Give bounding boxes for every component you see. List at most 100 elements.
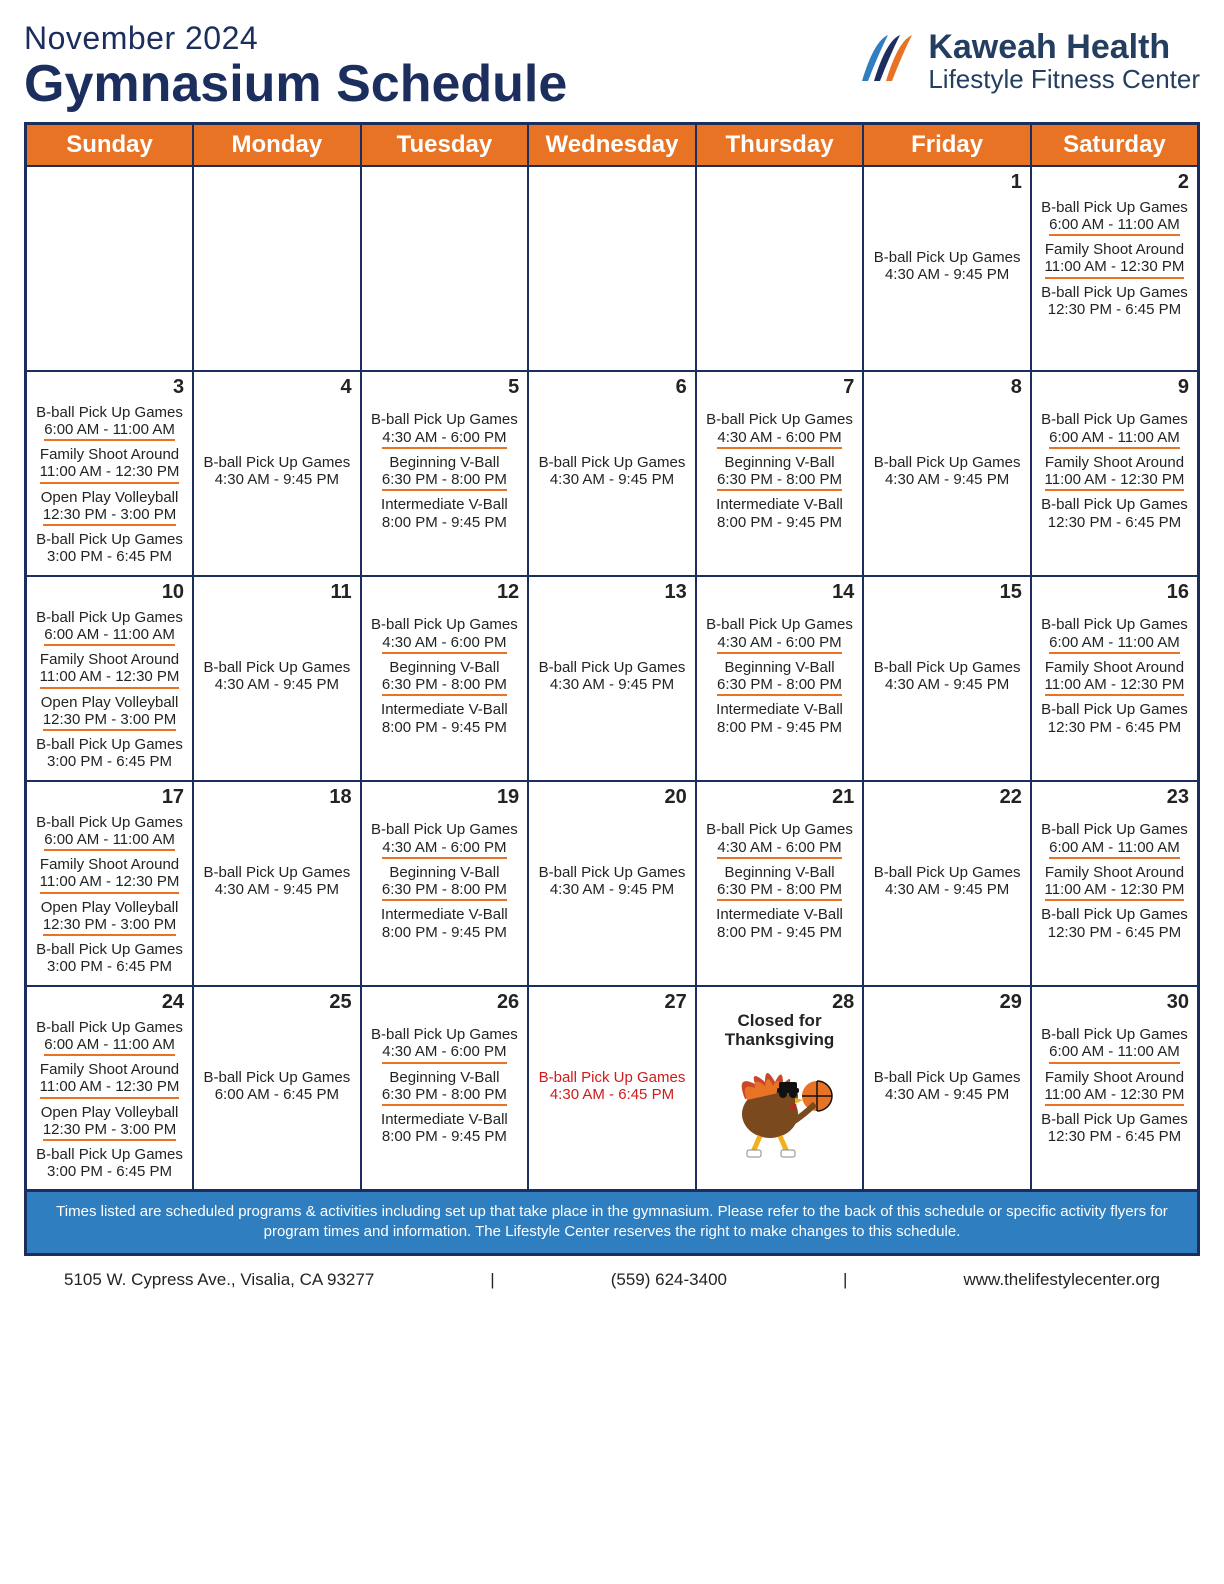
event-title: Intermediate V-Ball: [701, 701, 859, 718]
event-title: B-ball Pick Up Games: [701, 821, 859, 838]
event: Family Shoot Around11:00 AM - 12:30 PM: [1036, 1069, 1193, 1110]
event: B-ball Pick Up Games6:00 AM - 11:00 AM: [31, 609, 188, 650]
event: B-ball Pick Up Games6:00 AM - 11:00 AM: [1036, 821, 1193, 862]
calendar-cell: [696, 166, 864, 371]
event: B-ball Pick Up Games4:30 AM - 9:45 PM: [533, 864, 691, 903]
event: B-ball Pick Up Games4:30 AM - 9:45 PM: [198, 864, 356, 903]
event: B-ball Pick Up Games4:30 AM - 9:45 PM: [868, 1069, 1026, 1108]
event: B-ball Pick Up Games4:30 AM - 6:00 PM: [701, 821, 859, 862]
calendar-cell: 5B-ball Pick Up Games4:30 AM - 6:00 PMBe…: [361, 371, 529, 576]
event: B-ball Pick Up Games4:30 AM - 9:45 PM: [868, 454, 1026, 493]
event-time: 8:00 PM - 9:45 PM: [717, 514, 842, 532]
day-number: 9: [1178, 376, 1189, 399]
event-time: 3:00 PM - 6:45 PM: [47, 958, 172, 976]
event-time: 12:30 PM - 6:45 PM: [1048, 514, 1181, 532]
event-time: 3:00 PM - 6:45 PM: [47, 753, 172, 771]
day-number: 14: [832, 581, 854, 604]
calendar-cell: 9B-ball Pick Up Games6:00 AM - 11:00 AMF…: [1031, 371, 1199, 576]
event-time: 11:00 AM - 12:30 PM: [1045, 1086, 1185, 1106]
event-title: Open Play Volleyball: [31, 694, 188, 711]
event-time: 4:30 AM - 9:45 PM: [215, 471, 339, 489]
event: B-ball Pick Up Games6:00 AM - 11:00 AM: [1036, 616, 1193, 657]
event-time: 4:30 AM - 6:00 PM: [382, 429, 506, 449]
event-title: B-ball Pick Up Games: [198, 864, 356, 881]
event-title: Intermediate V-Ball: [366, 701, 524, 718]
day-number: 26: [497, 991, 519, 1014]
event: Intermediate V-Ball8:00 PM - 9:45 PM: [366, 496, 524, 535]
event-time: 11:00 AM - 12:30 PM: [1045, 676, 1185, 696]
day-number: 21: [832, 786, 854, 809]
header: November 2024 Gymnasium Schedule Kaweah …: [24, 20, 1200, 112]
event-title: Beginning V-Ball: [701, 659, 859, 676]
event-time: 12:30 PM - 6:45 PM: [1048, 301, 1181, 319]
event: Family Shoot Around11:00 AM - 12:30 PM: [1036, 241, 1193, 282]
event: B-ball Pick Up Games12:30 PM - 6:45 PM: [1036, 496, 1193, 535]
event-title: Family Shoot Around: [1036, 1069, 1193, 1086]
event-time: 11:00 AM - 12:30 PM: [40, 668, 180, 688]
day-number: 29: [1000, 991, 1022, 1014]
event-time: 12:30 PM - 3:00 PM: [43, 916, 176, 936]
day-number: 17: [162, 786, 184, 809]
event: B-ball Pick Up Games3:00 PM - 6:45 PM: [31, 941, 188, 980]
event: Open Play Volleyball12:30 PM - 3:00 PM: [31, 1104, 188, 1145]
calendar-cell: 16 B-ball Pick Up Games6:00 AM - 11:00 AM…: [1031, 576, 1199, 781]
event: B-ball Pick Up Games6:00 AM - 11:00 AM: [31, 1019, 188, 1060]
day-number: 6: [676, 376, 687, 399]
event: Intermediate V-Ball8:00 PM - 9:45 PM: [701, 496, 859, 535]
calendar-cell: 3B-ball Pick Up Games6:00 AM - 11:00 AMF…: [26, 371, 194, 576]
event-title: Intermediate V-Ball: [366, 1111, 524, 1128]
event-time: 6:30 PM - 8:00 PM: [382, 881, 507, 901]
day-header: Friday: [863, 123, 1031, 166]
event: Intermediate V-Ball8:00 PM - 9:45 PM: [366, 906, 524, 945]
day-number: 1: [1011, 171, 1022, 194]
calendar-cell: 2B-ball Pick Up Games6:00 AM - 11:00 AMF…: [1031, 166, 1199, 371]
calendar-cell: 24B-ball Pick Up Games6:00 AM - 11:00 AM…: [26, 986, 194, 1191]
day-header: Saturday: [1031, 123, 1199, 166]
event-title: B-ball Pick Up Games: [366, 616, 524, 633]
event: B-ball Pick Up Games4:30 AM - 9:45 PM: [198, 659, 356, 698]
calendar-cell: 21 B-ball Pick Up Games4:30 AM - 6:00 PMB…: [696, 781, 864, 986]
day-number: 16: [1167, 581, 1189, 604]
event-title: Family Shoot Around: [1036, 241, 1193, 258]
calendar-cell: 15B-ball Pick Up Games4:30 AM - 9:45 PM: [863, 576, 1031, 781]
event-time: 6:00 AM - 11:00 AM: [44, 831, 175, 851]
day-header: Monday: [193, 123, 361, 166]
event-time: 4:30 AM - 9:45 PM: [885, 471, 1009, 489]
event-title: Intermediate V-Ball: [366, 496, 524, 513]
event-time: 11:00 AM - 12:30 PM: [40, 463, 180, 483]
event-time: 4:30 AM - 9:45 PM: [550, 881, 674, 899]
day-number: 2: [1178, 171, 1189, 194]
event-time: 6:30 PM - 8:00 PM: [717, 881, 842, 901]
event-time: 3:00 PM - 6:45 PM: [47, 548, 172, 566]
event-time: 6:00 AM - 6:45 PM: [215, 1086, 339, 1104]
event: B-ball Pick Up Games6:00 AM - 11:00 AM: [1036, 1026, 1193, 1067]
event: B-ball Pick Up Games4:30 AM - 9:45 PM: [533, 454, 691, 493]
event: B-ball Pick Up Games3:00 PM - 6:45 PM: [31, 1146, 188, 1185]
event: Beginning V-Ball6:30 PM - 8:00 PM: [701, 864, 859, 905]
event: Beginning V-Ball6:30 PM - 8:00 PM: [701, 659, 859, 700]
event-time: 6:30 PM - 8:00 PM: [382, 471, 507, 491]
event: Open Play Volleyball12:30 PM - 3:00 PM: [31, 489, 188, 530]
calendar-cell: 13B-ball Pick Up Games4:30 AM - 9:45 PM: [528, 576, 696, 781]
event-time: 11:00 AM - 12:30 PM: [1045, 471, 1185, 491]
calendar-cell: 1B-ball Pick Up Games4:30 AM - 9:45 PM: [863, 166, 1031, 371]
event: Intermediate V-Ball8:00 PM - 9:45 PM: [366, 701, 524, 740]
event-title: B-ball Pick Up Games: [868, 659, 1026, 676]
calendar-cell: 10B-ball Pick Up Games6:00 AM - 11:00 AM…: [26, 576, 194, 781]
event: B-ball Pick Up Games6:00 AM - 6:45 PM: [198, 1069, 356, 1108]
event-time: 4:30 AM - 6:00 PM: [382, 1043, 506, 1063]
event-title: B-ball Pick Up Games: [31, 814, 188, 831]
event-title: Beginning V-Ball: [366, 864, 524, 881]
calendar-cell: 23B-ball Pick Up Games6:00 AM - 11:00 AM…: [1031, 781, 1199, 986]
day-number: 3: [173, 376, 184, 399]
event-title: B-ball Pick Up Games: [868, 864, 1026, 881]
event-title: B-ball Pick Up Games: [31, 736, 188, 753]
event: B-ball Pick Up Games4:30 AM - 9:45 PM: [868, 864, 1026, 903]
event-title: Intermediate V-Ball: [701, 496, 859, 513]
day-number: 25: [329, 991, 351, 1014]
footer: 5105 W. Cypress Ave., Visalia, CA 93277 …: [24, 1256, 1200, 1314]
event: Open Play Volleyball12:30 PM - 3:00 PM: [31, 899, 188, 940]
event-title: B-ball Pick Up Games: [1036, 1111, 1193, 1128]
calendar-cell: 25 B-ball Pick Up Games6:00 AM - 6:45 PM: [193, 986, 361, 1191]
month-label: November 2024: [24, 20, 567, 57]
